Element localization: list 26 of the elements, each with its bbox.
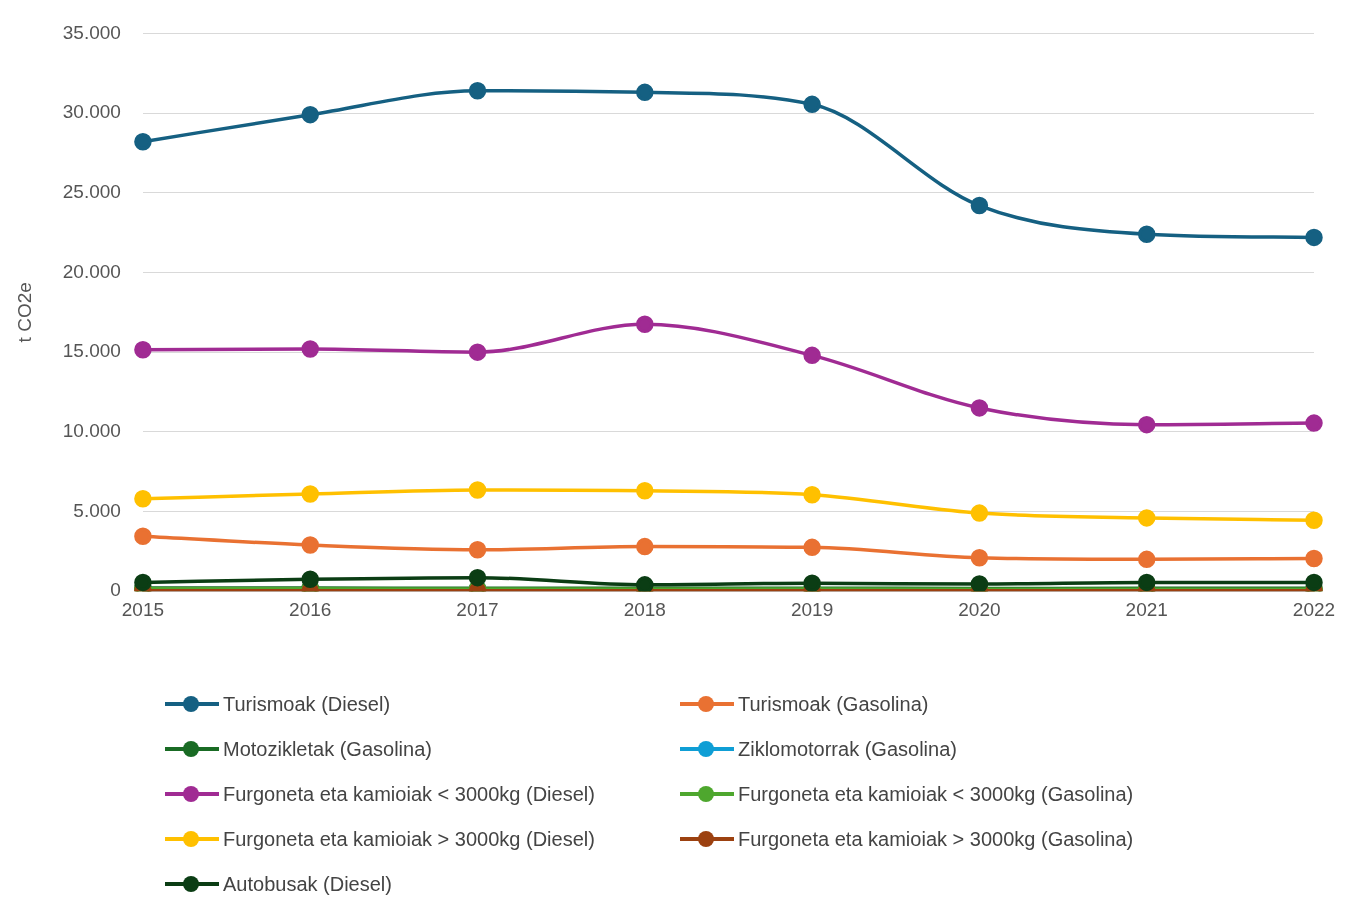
y-tick-label: 35.000 bbox=[62, 21, 121, 43]
legend-label: Motozikletak (Gasolina) bbox=[223, 737, 432, 761]
y-axis-title: t CO2e bbox=[13, 282, 35, 343]
y-tick-label: 15.000 bbox=[62, 340, 121, 362]
y-tick-label: 5.000 bbox=[73, 499, 121, 521]
legend-label: Autobusak (Diesel) bbox=[223, 872, 392, 896]
legend-label: Furgoneta eta kamioiak < 3000kg (Gasolina) bbox=[738, 782, 1134, 806]
legend-label: Turismoak (Diesel) bbox=[223, 692, 391, 716]
x-tick-label: 2016 bbox=[289, 598, 332, 620]
legend-label: Ziklomotorrak (Gasolina) bbox=[738, 737, 957, 761]
x-tick-label: 2015 bbox=[121, 598, 165, 620]
y-tick-label: 30.000 bbox=[62, 101, 121, 123]
y-tick-label: 20.000 bbox=[62, 260, 121, 282]
legend-label: Furgoneta eta kamioiak < 3000kg (Diesel) bbox=[223, 782, 595, 806]
x-tick-label: 2017 bbox=[456, 598, 499, 620]
y-tick-label: 0 bbox=[110, 579, 121, 601]
x-tick-label: 2020 bbox=[958, 598, 1001, 620]
legend-label: Furgoneta eta kamioiak > 3000kg (Gasolina) bbox=[738, 827, 1134, 851]
x-tick-label: 2021 bbox=[1125, 598, 1168, 620]
x-tick-label: 2022 bbox=[1292, 598, 1336, 620]
y-tick-label: 25.000 bbox=[62, 181, 121, 203]
x-tick-label: 2019 bbox=[790, 598, 834, 620]
legend-label: Turismoak (Gasolina) bbox=[738, 692, 929, 716]
x-tick-label: 2018 bbox=[623, 598, 666, 620]
y-tick-label: 10.000 bbox=[62, 420, 121, 442]
legend-label: Furgoneta eta kamioiak > 3000kg (Diesel) bbox=[223, 827, 595, 851]
